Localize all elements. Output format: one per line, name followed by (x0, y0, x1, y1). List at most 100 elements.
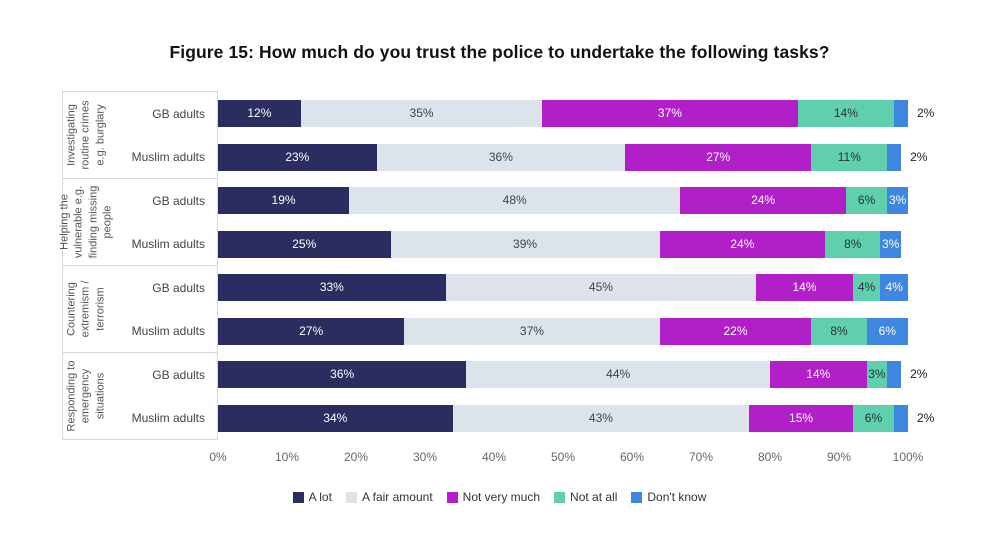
bar-segment: 36% (376, 143, 626, 171)
segment-value-label: 37% (657, 106, 682, 120)
row-label: GB adults (152, 193, 205, 208)
legend-swatch (292, 491, 304, 503)
segment-value-label: 45% (588, 280, 613, 294)
bar-segment: 27% (625, 143, 812, 171)
group-label-box: Helping the vulnerable e.g. finding miss… (58, 178, 218, 266)
bar-segment: 15% (749, 404, 853, 432)
segment-value-label: 12% (247, 106, 272, 120)
legend-label: Not at all (570, 490, 618, 504)
bar-track: 34% 43% 15% 6% 2% (218, 404, 934, 432)
row-labels: GB adults Muslim adults (109, 266, 217, 352)
segment-value-label: 34% (323, 411, 348, 425)
category-group: Responding to emergency situations GB adu… (62, 352, 999, 440)
segment-value-label: 39% (513, 237, 538, 251)
row-label: Muslim adults (131, 236, 205, 251)
bar-segment: 4% (880, 273, 908, 301)
segment-value-label: 37% (519, 324, 544, 338)
bar-segment: 3% (880, 230, 902, 258)
x-axis: 0% 10% 20% 30% 40% 50% 60% 70% 80% 90% 100% (209, 450, 923, 468)
segment-value-label: 6% (864, 411, 883, 425)
segment-value-label: 14% (806, 367, 831, 381)
segment-value-label: 4% (885, 280, 903, 294)
bar-segment: 39% (390, 230, 660, 258)
row-label: Muslim adults (131, 410, 205, 425)
legend-label: A lot (308, 490, 332, 504)
category-group: Investigating routine crimes e.g. burgla… (62, 91, 999, 179)
segment-value-label: 33% (319, 280, 344, 294)
segment-value-label: 3% (888, 193, 907, 207)
segment-value-label: 22% (723, 324, 748, 338)
bar-segment: 12% (218, 99, 301, 127)
group-label-box: Investigating routine crimes e.g. burgla… (62, 91, 218, 179)
x-axis-tick-label: 50% (550, 450, 576, 464)
segment-value-label: 8% (830, 324, 848, 338)
bar-row: 33% 45% 14% 4% 4% (218, 265, 908, 309)
bar-rows: 19% 48% 24% 6% 3% 25% 39% 24% 8% 3% (218, 178, 908, 266)
segment-value-label: 19% (271, 193, 296, 207)
outside-value-label: 2% (910, 150, 928, 164)
legend-label: Not very much (462, 490, 541, 504)
bar-segment: 23% (218, 143, 377, 171)
bar-segment: 44% (466, 360, 770, 388)
bar-row: 36% 44% 14% 3% 2% (218, 352, 927, 396)
bar-segment: 45% (445, 273, 757, 301)
segment-value-label: 14% (833, 106, 858, 120)
row-label: GB adults (152, 280, 205, 295)
bar-row: 19% 48% 24% 6% 3% (218, 178, 908, 222)
category-label: Responding to emergency situations (65, 360, 107, 432)
group-label-box: Responding to emergency situations GB adu… (62, 352, 218, 440)
bar-rows: 36% 44% 14% 3% 2% 34% 43% 15% 6% 2% (218, 352, 934, 440)
segment-value-label: 3% (868, 367, 886, 381)
bar-segment: 37% (542, 99, 798, 127)
category-label: Helping the vulnerable e.g. finding miss… (58, 185, 114, 259)
segment-value-label: 36% (330, 367, 355, 381)
bar-segment: 3% (866, 360, 888, 388)
outside-value-label: 2% (917, 106, 935, 120)
segment-value-label: 35% (409, 106, 434, 120)
bar-segment: 35% (300, 99, 543, 127)
bar-segment: 27% (218, 317, 405, 345)
bar-row: 25% 39% 24% 8% 3% (218, 222, 908, 266)
bar-segment: 6% (845, 186, 888, 214)
segment-value-label: 36% (488, 150, 513, 164)
x-axis-tick-label: 30% (412, 450, 438, 464)
segment-value-label: 14% (792, 280, 817, 294)
bar-track: 19% 48% 24% 6% 3% (218, 186, 908, 214)
x-axis-tick-label: 10% (274, 450, 300, 464)
legend-label: Don't know (647, 490, 707, 504)
x-axis-tick-label: 90% (826, 450, 852, 464)
segment-value-label: 27% (706, 150, 731, 164)
category-label-wrap: Helping the vulnerable e.g. finding miss… (58, 179, 113, 265)
bar-segment: 34% (218, 404, 453, 432)
row-label: Muslim adults (131, 323, 205, 338)
x-axis-tick-label: 100% (892, 450, 924, 464)
bar-segment: 6% (866, 317, 908, 345)
row-labels: GB adults Muslim adults (109, 92, 217, 178)
bar-rows: 33% 45% 14% 4% 4% 27% 37% 22% 8% 6% (218, 265, 908, 353)
segment-value-label: 11% (837, 150, 861, 164)
category-label-wrap: Countering extremism / terrorism (63, 266, 109, 352)
x-axis-tick-label: 70% (688, 450, 714, 464)
bar-segment: 22% (659, 317, 812, 345)
legend-item: Not at all (554, 490, 617, 504)
bar-segment: 36% (218, 360, 467, 388)
segment-value-label: 8% (844, 237, 862, 251)
chart-title: Figure 15: How much do you trust the pol… (169, 42, 830, 62)
segment-value-label: 24% (751, 193, 776, 207)
x-axis-tick-label: 40% (481, 450, 507, 464)
bar-segment: 4% (852, 273, 881, 301)
bar-track: 36% 44% 14% 3% 2% (218, 360, 927, 388)
legend-item: Not very much (446, 490, 541, 504)
bar-rows: 12% 35% 37% 14% 2% 23% 36% 27% 11% 2% (218, 91, 934, 179)
x-axis-tick-label: 20% (343, 450, 369, 464)
bar-track: 12% 35% 37% 14% 2% (218, 99, 934, 127)
legend-item: A lot (292, 490, 332, 504)
segment-value-label: 48% (502, 193, 527, 207)
group-label-box: Countering extremism / terrorism GB adult… (62, 265, 218, 353)
outside-value-label: 2% (917, 411, 935, 425)
category-label-wrap: Responding to emergency situations (63, 353, 109, 439)
row-label: GB adults (152, 367, 205, 382)
bar-track: 25% 39% 24% 8% 3% (218, 230, 908, 258)
category-label: Investigating routine crimes e.g. burgla… (65, 100, 107, 170)
